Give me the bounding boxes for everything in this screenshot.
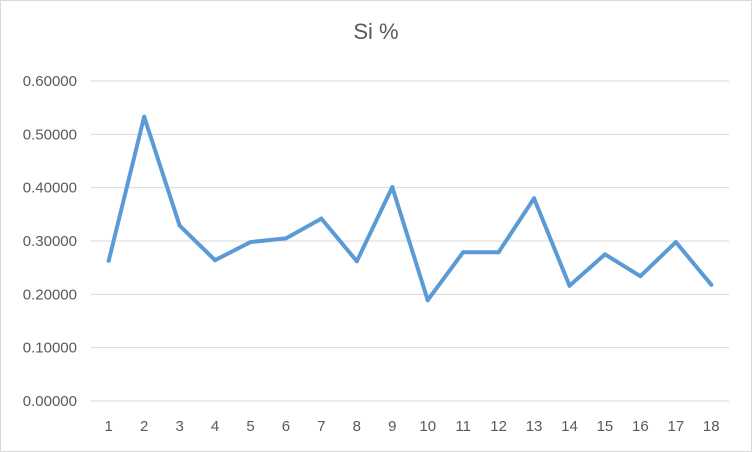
data-point xyxy=(213,258,218,263)
x-tick-label: 5 xyxy=(246,418,254,435)
data-point xyxy=(602,252,607,257)
series-line xyxy=(106,114,714,303)
y-tick-label: 0.60000 xyxy=(23,73,77,90)
data-point xyxy=(354,259,359,264)
x-tick-label: 12 xyxy=(490,418,507,435)
x-tick-label: 11 xyxy=(455,418,471,435)
x-tick-label: 3 xyxy=(175,418,183,435)
x-tick-label: 4 xyxy=(211,418,219,435)
data-point xyxy=(496,250,501,255)
x-tick-label: 17 xyxy=(667,418,684,435)
x-tick-label: 16 xyxy=(632,418,649,435)
x-tick-label: 7 xyxy=(317,418,325,435)
y-tick-label: 0.10000 xyxy=(23,340,77,357)
data-point xyxy=(390,185,395,190)
x-tick-label: 8 xyxy=(353,418,361,435)
x-tick-label: 2 xyxy=(140,418,148,435)
data-point xyxy=(461,250,466,255)
data-point xyxy=(673,240,678,245)
y-tick-label: 0.00000 xyxy=(23,393,77,410)
data-point xyxy=(177,223,182,228)
x-tick-label: 13 xyxy=(526,418,543,435)
x-tick-label: 14 xyxy=(561,418,578,435)
data-point xyxy=(106,258,111,263)
data-point xyxy=(709,282,714,287)
y-tick-label: 0.40000 xyxy=(23,180,77,197)
data-point xyxy=(283,236,288,241)
data-point xyxy=(532,196,537,201)
x-tick-label: 15 xyxy=(597,418,614,435)
x-tick-label: 9 xyxy=(388,418,396,435)
data-point xyxy=(248,240,253,245)
x-tick-label: 18 xyxy=(703,418,720,435)
y-tick-label: 0.30000 xyxy=(23,233,77,250)
y-tick-label: 0.50000 xyxy=(23,126,77,143)
data-point xyxy=(567,283,572,288)
x-tick-label: 10 xyxy=(419,418,436,435)
data-point xyxy=(425,298,430,303)
y-tick-label: 0.20000 xyxy=(23,286,77,303)
data-point xyxy=(319,216,324,221)
x-tick-label: 6 xyxy=(282,418,290,435)
chart-title: Si % xyxy=(353,19,399,44)
data-point xyxy=(638,274,643,279)
data-point xyxy=(142,114,147,119)
x-tick-label: 1 xyxy=(105,418,113,435)
